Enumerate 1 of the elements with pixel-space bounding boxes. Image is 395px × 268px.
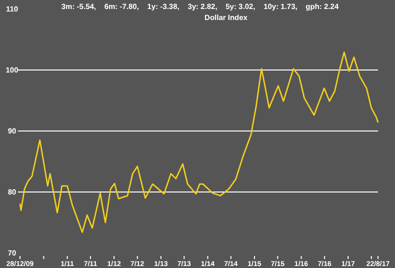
line-series (19, 52, 379, 233)
